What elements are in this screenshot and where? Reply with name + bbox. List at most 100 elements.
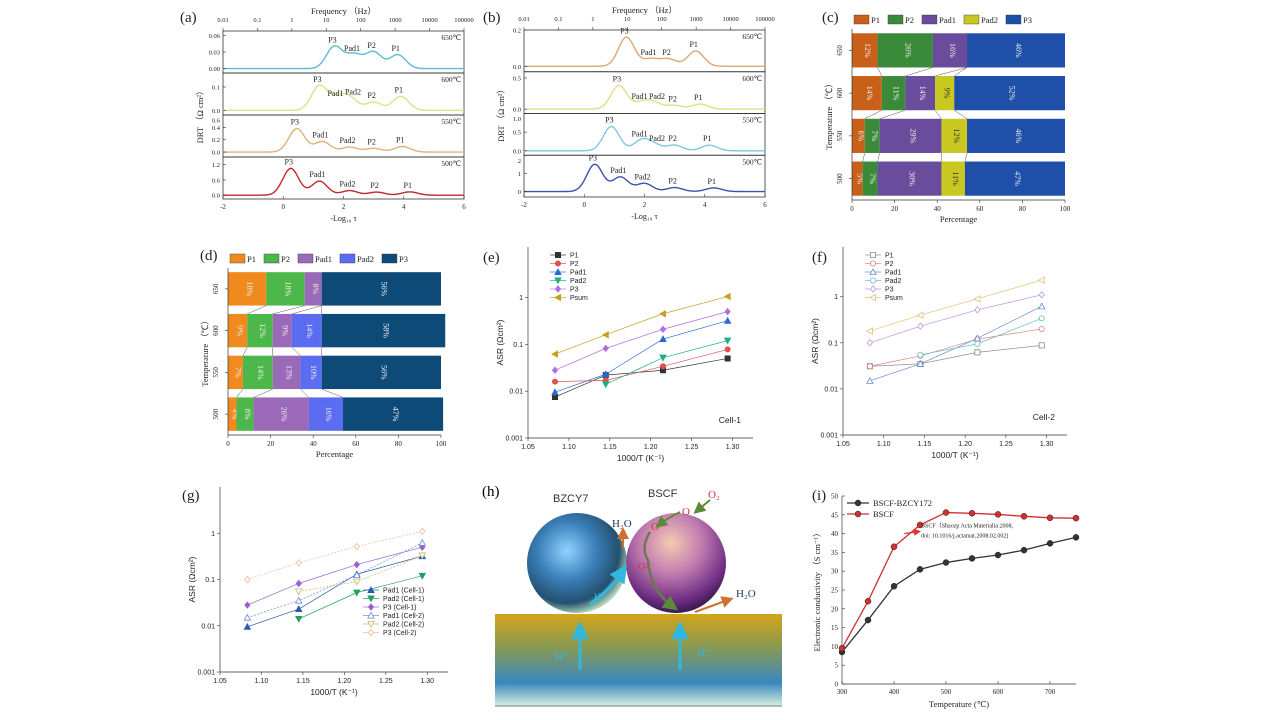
- x-axis-label: 1000/T (K⁻¹): [310, 687, 357, 697]
- x-tick-label: 40: [934, 205, 942, 213]
- peak-label-Pad2: Pad2: [649, 134, 665, 143]
- y-tick-label: 25: [831, 587, 839, 595]
- freq-tick-label: 100000: [454, 17, 474, 24]
- freq-tick-label: 100: [356, 17, 366, 24]
- drt-subplot-650℃: 0.00 0.03 0.06 650℃ P3 Pad1 P2 P1: [209, 30, 465, 74]
- drt-curve-600℃: [223, 84, 464, 111]
- series-Psum: [551, 292, 731, 358]
- proton-right-label: H⁺: [697, 647, 711, 659]
- bar-label-500-P1: 5%: [855, 173, 864, 184]
- bar-label-600-Pad1: 9%: [280, 325, 289, 336]
- category-label-600: 600: [212, 325, 220, 336]
- data-point-P2: [866, 363, 873, 370]
- series-line-Pad1: [869, 305, 1042, 382]
- freq-tick-label: 10: [624, 16, 631, 23]
- data-point-P2: [552, 378, 559, 385]
- freq-tick-label: 0.01: [217, 17, 228, 24]
- bar-label-600-P3: 52%: [1008, 86, 1017, 101]
- category-label-650: 650: [212, 283, 220, 294]
- connector-line: [954, 67, 968, 77]
- legend-label-P2: P2: [905, 15, 914, 25]
- connector-line: [862, 152, 866, 162]
- bzcy7-label: BZCY7: [553, 493, 588, 505]
- data-point-Pad2 (Cell-2): [294, 588, 303, 596]
- data-point-Pad2: [1038, 315, 1045, 322]
- drt-subplot-600℃: 0.0 0.1 600℃ P3 Pad1 Pad2 P2 P1: [212, 72, 465, 116]
- bar-500-P1: [228, 397, 237, 431]
- y-tick-label: 0.4: [212, 125, 221, 132]
- panel-d: (d)18%18%8%0%56%6509%12%9%14%58%6007%14%…: [200, 248, 447, 459]
- peak-label-Pad1: Pad1: [327, 89, 343, 98]
- connector-line: [934, 110, 942, 119]
- freq-tick-label: 0.01: [518, 16, 529, 23]
- legend-label-Psum: Psum: [885, 295, 903, 302]
- bar-label-650-P1: 12%: [863, 43, 872, 58]
- legend-label-P1: P1: [570, 253, 579, 260]
- y-axis-label: DRT （Ω cm²）: [496, 85, 506, 142]
- y-axis-label: Temperature （℃）: [824, 79, 834, 149]
- y-tick-label: 1.0: [513, 116, 521, 123]
- peak-label-Pad2: Pad2: [340, 180, 356, 189]
- data-point-Pad2: [601, 381, 610, 389]
- drt-subplot-550℃: 0.0 0.5 1.0 550℃ P3 Pad1 Pad2 P2 P1: [513, 113, 766, 156]
- series-P1: [866, 342, 1045, 370]
- y-tick-label: 0.001: [197, 670, 215, 677]
- x-tick-label: 1.05: [836, 441, 850, 448]
- data-point-Pad2: [723, 337, 732, 345]
- legend-label-P2: P2: [885, 261, 894, 268]
- bar-550-P1: [228, 355, 243, 390]
- x-tick-label: 0: [583, 201, 587, 209]
- reference-annotation: BSCF（Shaozp Acta Materialia 2008,: [921, 523, 1013, 530]
- series-P1: [552, 355, 731, 401]
- legend-label-P1: P1: [247, 254, 256, 264]
- connector-line: [905, 67, 934, 77]
- y-axis-label: DRT （Ω cm²）: [195, 87, 205, 144]
- legend-swatch-P1: [853, 14, 870, 25]
- y-tick-label: 0.1: [828, 340, 838, 347]
- legend-label-Pad2: Pad2: [357, 254, 374, 264]
- peak-label-P1: P1: [708, 177, 716, 186]
- x-tick-label: 6: [462, 203, 466, 211]
- data-point-P1: [1038, 342, 1045, 349]
- freq-tick-label: 10000: [421, 17, 437, 24]
- x-tick-label: 40: [310, 440, 318, 448]
- series-Pad2: [601, 337, 732, 389]
- legend-label-Pad2: Pad2: [981, 15, 998, 25]
- category-label-550: 550: [212, 367, 220, 378]
- data-point-Pad1 (Cell-2): [353, 571, 361, 579]
- y-tick-label: 0.0: [513, 64, 521, 71]
- legend-marker-Pad2: [554, 277, 562, 285]
- data-point-BSCF: [1020, 513, 1028, 520]
- connector-line: [964, 152, 968, 162]
- series-P3: [866, 291, 1045, 347]
- legend-marker-P2: [870, 260, 877, 267]
- peak-label-Pad2: Pad2: [345, 88, 361, 97]
- legend-label-P3: P3: [1023, 15, 1032, 25]
- o-dissociation-arrow-icon: [655, 511, 681, 528]
- legend: Pad1 (Cell-1)Pad2 (Cell-1)P3 (Cell-1)Pad…: [363, 586, 424, 637]
- panel-h-diagram: (h) BZCY7 BSCF O₂ O O O²⁻ H₂O H₂O H⁺ H⁺ …: [482, 484, 782, 707]
- bar-label-600-Pad2: 14%: [305, 323, 314, 338]
- peak-label-Pad1: Pad1: [344, 44, 360, 53]
- y-tick-label: 45: [831, 511, 839, 519]
- x-tick-label: 1.20: [644, 444, 658, 451]
- peak-label-P3: P3: [620, 26, 628, 35]
- drt-curve-500℃: [524, 163, 765, 193]
- x-tick-label: 6: [763, 201, 767, 209]
- x-tick-label: 600: [993, 688, 1004, 696]
- x-axis-label: -Log₁₀ τ: [330, 214, 357, 223]
- h2o-top-label: H₂O: [612, 518, 632, 530]
- data-point-BSCF-BZCY172: [942, 559, 950, 566]
- data-point-P3 (Cell-2): [419, 527, 426, 536]
- y-tick-label: 1: [834, 294, 838, 301]
- y-tick-label: 0.01: [201, 623, 215, 630]
- o2-label: O₂: [708, 489, 720, 501]
- data-point-P3: [866, 339, 874, 347]
- bar-label-600-P2: 11%: [892, 86, 901, 101]
- proton-left-label: H⁺: [555, 651, 569, 663]
- cell-annotation: Cell-1: [719, 415, 741, 425]
- series-line-BSCF-BZCY172: [841, 536, 1077, 653]
- data-point-BSCF: [968, 510, 976, 517]
- series-line-Psum: [869, 279, 1042, 332]
- series-Pad2 (Cell-1): [294, 572, 427, 623]
